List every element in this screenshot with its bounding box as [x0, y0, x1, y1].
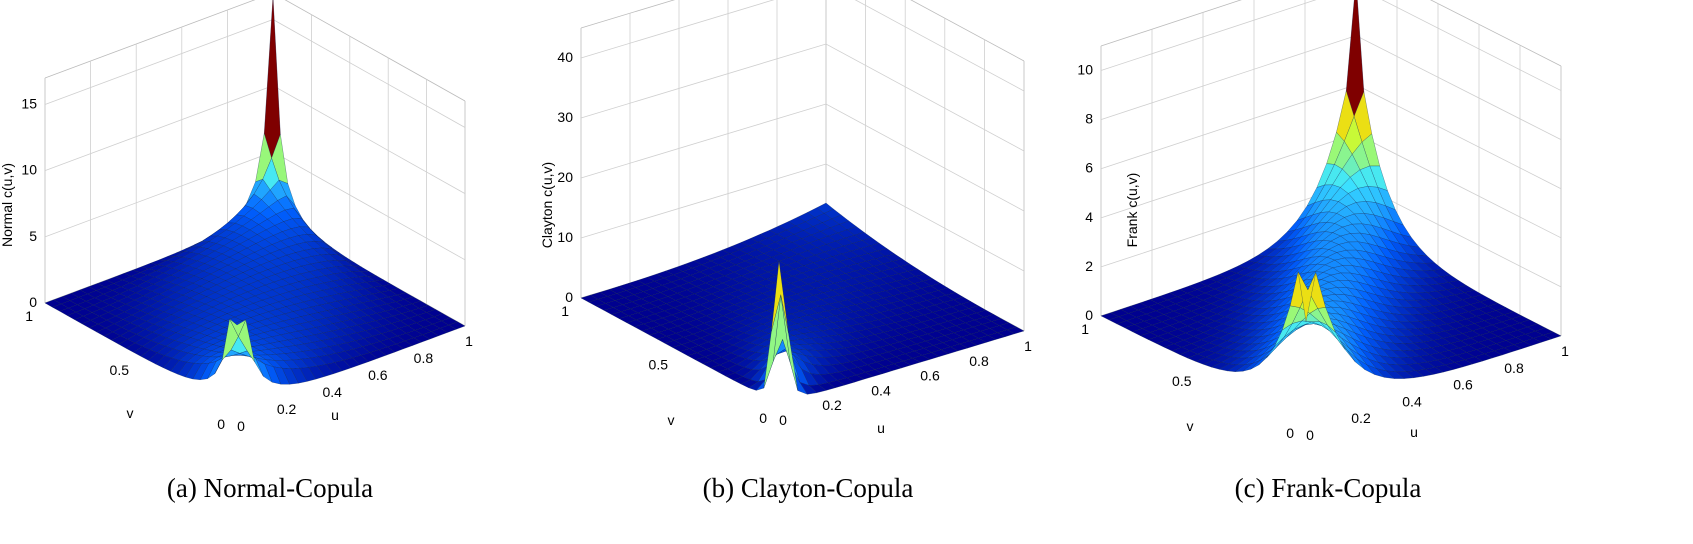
z-tick-label: 30: [557, 109, 573, 125]
z-tick-label: 5: [29, 228, 37, 244]
box-top-edge: [44, 0, 466, 102]
gridline: [44, 85, 466, 194]
u-tick-label: 0.2: [1351, 410, 1371, 426]
surface-cell: [264, 0, 281, 159]
v-tick-label: 0: [217, 416, 225, 432]
gridline: [44, 19, 466, 128]
z-tick-label: 2: [1085, 258, 1093, 274]
surface-cell: [229, 318, 247, 337]
surface: [580, 202, 1025, 395]
z-tick-label: 10: [1077, 62, 1093, 78]
z-axis-label: Frank c(u,v): [1124, 173, 1140, 248]
z-tick-label: 15: [21, 95, 37, 111]
u-tick-label: 0.2: [277, 401, 297, 417]
gridline: [580, 163, 1025, 272]
v-axis-label: v: [127, 405, 134, 421]
z-tick-label: 6: [1085, 160, 1093, 176]
gridline: [1100, 35, 1562, 140]
u-tick-label: 1: [1561, 343, 1569, 359]
v-tick-label: 1: [25, 308, 33, 324]
v-axis-label: v: [668, 412, 675, 428]
gridline: [1100, 0, 1562, 91]
u-axis-label: u: [877, 420, 885, 436]
u-tick-label: 0.8: [1504, 360, 1524, 376]
u-tick-label: 0.8: [969, 353, 989, 369]
surface-cell: [771, 260, 789, 333]
v-tick-label: 0.5: [1172, 373, 1192, 389]
z-tick-label: 8: [1085, 111, 1093, 127]
z-tick-label: 40: [557, 49, 573, 65]
u-tick-label: 0.4: [1402, 393, 1422, 409]
u-axis-label: u: [1410, 424, 1418, 440]
box-top-edge: [580, 0, 1025, 62]
u-tick-label: 0: [237, 418, 245, 434]
z-tick-label: 0: [565, 289, 573, 305]
v-tick-label: 0.5: [110, 362, 130, 378]
u-tick-label: 0.6: [368, 367, 388, 383]
u-tick-label: 0: [1306, 427, 1314, 443]
u-tick-label: 0.6: [1453, 377, 1473, 393]
u-axis-label: u: [331, 407, 339, 423]
z-tick-label: 10: [557, 229, 573, 245]
v-tick-label: 0: [759, 410, 767, 426]
u-tick-label: 0: [779, 412, 787, 428]
surface: [44, 0, 466, 385]
u-tick-label: 0.8: [414, 350, 434, 366]
u-tick-label: 1: [465, 333, 473, 349]
gridline: [580, 103, 1025, 212]
z-tick-label: 10: [21, 162, 37, 178]
u-tick-label: 0.6: [920, 368, 940, 384]
z-tick-label: 4: [1085, 209, 1093, 225]
u-tick-label: 1: [1024, 338, 1032, 354]
panel-caption: (b) Clayton-Copula: [703, 473, 914, 503]
z-tick-label: 20: [557, 169, 573, 185]
z-axis-label: Clayton c(u,v): [539, 162, 555, 248]
v-tick-label: 0: [1286, 425, 1294, 441]
v-tick-label: 1: [1081, 321, 1089, 337]
z-tick-label: 0: [1085, 307, 1093, 323]
gridline: [580, 43, 1025, 152]
u-tick-label: 0.2: [822, 397, 842, 413]
box-top-edge: [1100, 0, 1562, 67]
surface-cell: [1297, 271, 1316, 322]
gridline: [580, 0, 1025, 92]
panel-caption: (a) Normal-Copula: [167, 473, 373, 503]
panel-caption: (c) Frank-Copula: [1235, 473, 1422, 503]
surface: [1100, 0, 1562, 379]
u-tick-label: 0.4: [322, 384, 342, 400]
v-tick-label: 1: [561, 303, 569, 319]
v-axis-label: v: [1187, 418, 1194, 434]
v-tick-label: 0.5: [649, 357, 669, 373]
z-tick-label: 0: [29, 294, 37, 310]
z-axis-label: Normal c(u,v): [0, 163, 15, 247]
u-tick-label: 0.4: [871, 382, 891, 398]
